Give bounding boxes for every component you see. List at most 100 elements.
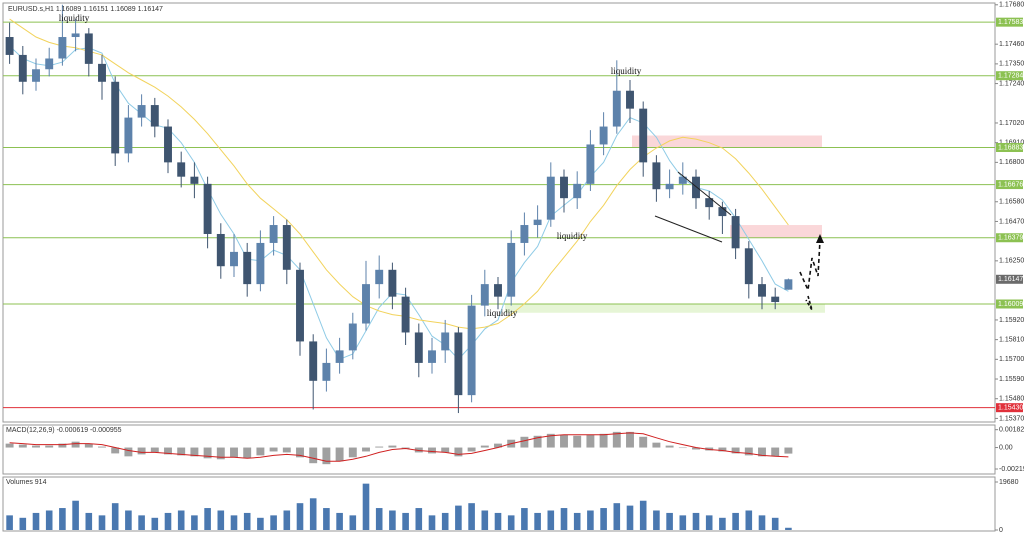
- candle-body: [560, 176, 568, 199]
- volume-bar: [653, 510, 660, 530]
- candle-body: [612, 90, 621, 127]
- annotation: liquidity: [557, 231, 588, 241]
- macd-bar: [243, 447, 252, 459]
- macd-bar: [5, 443, 14, 448]
- macd-bar: [388, 445, 397, 448]
- candle-body: [652, 162, 661, 190]
- volume-bar: [732, 512, 739, 530]
- level-label: 1.17284: [998, 73, 1023, 80]
- macd-bar: [744, 447, 753, 456]
- volume-bar: [534, 512, 541, 530]
- candle-body: [454, 332, 463, 396]
- candle-body: [45, 58, 54, 70]
- volume-bar: [692, 512, 700, 530]
- level-label-box: [996, 233, 1023, 243]
- macd-bar: [164, 447, 172, 455]
- y-tick-label: 1.15590: [999, 376, 1024, 383]
- volume-bar: [771, 517, 779, 530]
- macd-bar: [784, 447, 793, 454]
- volume-bar: [270, 515, 277, 530]
- candle-body: [5, 37, 14, 55]
- volume-pane: [2, 476, 996, 532]
- volume-bar: [45, 510, 53, 530]
- y-tick-label: 1.17240: [999, 80, 1024, 87]
- macd-bar: [639, 436, 648, 448]
- volume-bar: [521, 508, 528, 530]
- volume-bar: [243, 512, 251, 530]
- volume-bar: [507, 515, 515, 530]
- macd-bar: [414, 447, 423, 453]
- volume-bar: [19, 517, 27, 530]
- candle-body: [494, 284, 502, 297]
- candle-body: [18, 54, 27, 82]
- volume-bar: [59, 508, 66, 530]
- macd-bar: [111, 447, 120, 454]
- y-tick-label: 1.15810: [999, 336, 1024, 343]
- candle-body: [322, 362, 331, 381]
- volume-bar: [257, 517, 264, 530]
- level-label: 1.16009: [998, 301, 1023, 308]
- volume-bar: [402, 512, 409, 530]
- volume-bar: [309, 498, 317, 530]
- y-tick-label: 1.16580: [999, 199, 1024, 206]
- level-label-box: [996, 71, 1023, 81]
- candle-body: [626, 90, 634, 109]
- annotation: liquidity: [487, 308, 518, 318]
- candle-body: [296, 269, 304, 342]
- annotation: liquidity: [59, 13, 90, 23]
- macd-bar: [678, 447, 687, 449]
- candle-body: [164, 126, 172, 163]
- macd-bar: [230, 447, 238, 458]
- candle-body: [718, 207, 727, 217]
- macd-bar: [560, 434, 568, 448]
- macd-bar: [573, 435, 582, 448]
- macd-bar: [296, 447, 304, 458]
- candle-body: [401, 296, 410, 333]
- volume-bar: [639, 500, 647, 530]
- macd-bar: [45, 445, 54, 448]
- y-tick-label: 1.15480: [999, 396, 1024, 403]
- candle-body: [375, 269, 384, 285]
- volume-bar: [362, 483, 370, 530]
- y-tick-label: 1.16800: [999, 159, 1024, 166]
- candle-body: [467, 305, 476, 396]
- macd-bar: [177, 447, 186, 456]
- projection-arrow: [799, 239, 821, 293]
- macd-bar: [771, 447, 780, 457]
- volume-bar: [468, 503, 475, 530]
- volume-bar: [587, 510, 594, 530]
- volume-bar: [375, 508, 383, 530]
- volume-bar: [177, 510, 185, 530]
- y-tick-label: 1.17350: [999, 61, 1024, 68]
- volume-bar: [72, 500, 79, 530]
- level-label: 1.16883: [998, 144, 1023, 151]
- volume-bar: [785, 527, 792, 530]
- volume-bar: [415, 508, 423, 530]
- volume-bar: [125, 510, 132, 530]
- y-tick-label: 1.17680: [999, 2, 1024, 9]
- candle-body: [243, 251, 252, 285]
- candle-body: [533, 219, 542, 226]
- volume-bar: [323, 508, 330, 530]
- candle-body: [362, 284, 370, 324]
- macd-bar: [533, 435, 542, 448]
- price-pane: [2, 2, 996, 423]
- candle-body: [177, 162, 186, 177]
- candle-body: [256, 242, 265, 285]
- candle-body: [348, 323, 357, 351]
- candle-body: [639, 108, 648, 163]
- macd-bar: [216, 447, 225, 460]
- macd-label: MACD(12,26,9) -0.000619 -0.000955: [6, 427, 122, 434]
- volume-bar: [98, 515, 106, 530]
- level-label: 1.15430: [998, 405, 1023, 412]
- volume-bar: [349, 515, 357, 530]
- candle-body: [586, 144, 595, 184]
- volume-bar: [32, 512, 40, 530]
- y-tick-label: 1.16250: [999, 258, 1024, 265]
- candle-body: [388, 269, 397, 297]
- candle-body: [32, 69, 40, 82]
- volume-bar: [494, 512, 502, 530]
- projection-arrow: [805, 295, 813, 311]
- volume-bar: [573, 512, 581, 530]
- chart-title: EURUSD.s,H1 1.16089 1.16151 1.16089 1.16…: [8, 6, 163, 13]
